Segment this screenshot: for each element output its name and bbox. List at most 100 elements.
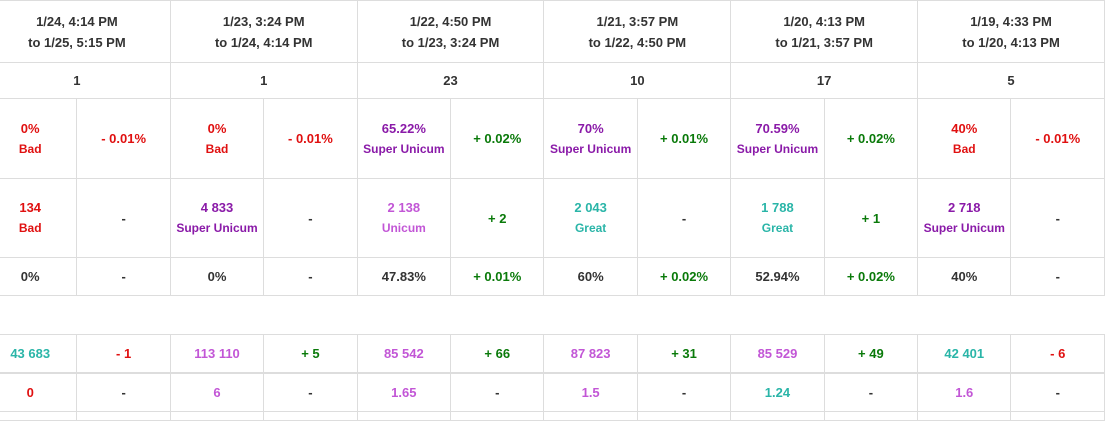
ratio-delta: - [308,385,313,400]
wn8-cell: 4 833 Super Unicum [169,178,265,258]
period-header: 1/19, 4:33 PM to 1/20, 4:13 PM [917,0,1105,63]
battles-value: 23 [443,73,458,88]
wn8-value: 2 718 [947,200,981,215]
wn8-delta-cell: + 2 [450,178,545,258]
survival-value: 0% [207,269,227,284]
battles-value: 5 [1007,73,1015,88]
winrate-rating-label: Super Unicum [736,141,819,156]
wn8-cell: 2 718 Super Unicum [917,178,1012,258]
winrate-value: 40% [951,120,978,136]
winrate-delta-cell: - 0.01% [1010,98,1105,179]
winrate-cell: 0% Bad [0,98,78,179]
wn8-cell: 2 138 Unicum [356,178,452,258]
total-value: 113 110 [194,346,240,361]
total-delta-cell: + 5 [263,334,358,374]
wn8-delta-cell: - [636,178,732,258]
battles-cell: 10 [543,62,732,99]
total-cell: 85 542 [356,334,452,374]
wn8-delta: + 1 [861,210,881,226]
ratio-cell: 1.24 [730,372,825,412]
winrate-delta: - 0.01% [1035,131,1081,146]
winrate-rating-label: Super Unicum [549,141,632,156]
cell [76,411,171,421]
cell [636,411,732,421]
total-delta: + 5 [301,346,320,361]
survival-value: 52.94% [755,269,800,284]
winrate-delta: + 0.01% [660,131,709,146]
ratio-value: 1.24 [764,385,791,400]
cell [0,411,78,421]
survival-value: 47.83% [381,269,426,284]
winrate-cell: 70% Super Unicum [543,98,638,179]
winrate-cell: 40% Bad [917,98,1012,179]
cell [917,411,1012,421]
period-header: 1/21, 3:57 PM to 1/22, 4:50 PM [543,0,732,63]
survival-delta-cell: - [76,257,171,296]
total-delta-cell: + 49 [823,334,919,374]
winrate-delta-cell: + 0.01% [636,98,732,179]
winrate-rating-label: Bad [18,141,42,156]
cell [823,411,919,421]
wn8-value: 2 138 [387,200,421,215]
survival-delta: + 0.02% [660,269,709,284]
wn8-cell: 1 788 Great [730,178,825,258]
ratio-value: 1.6 [955,385,974,400]
period-header: 1/20, 4:13 PM to 1/21, 3:57 PM [730,0,919,63]
total-value: 85 542 [383,346,424,361]
battles-cell: 17 [730,62,919,99]
wn8-cell: 134 Bad [0,178,78,258]
partial-row [0,411,1105,421]
battles-value: 10 [630,73,645,88]
period-to: to 1/20, 4:13 PM [962,34,1060,50]
period-header: 1/23, 3:24 PM to 1/24, 4:14 PM [169,0,358,63]
wn8-value: 1 788 [761,200,794,215]
total-cell: 113 110 [169,334,265,374]
ratio-delta: - [1055,385,1060,400]
survival-cell: 60% [543,257,638,296]
ratio-delta-cell: - [636,372,732,412]
period-from: 1/21, 3:57 PM [596,13,679,29]
period-to: to 1/25, 5:15 PM [28,34,126,50]
battles-value: 17 [816,73,832,88]
survival-cell: 47.83% [356,257,452,296]
total-cell: 87 823 [543,334,638,374]
wn8-rating-label: Great [761,221,794,235]
ratio-value: 1.65 [391,385,417,400]
battles-cell: 23 [356,62,545,99]
period-from: 1/23, 3:24 PM [222,13,305,29]
ratio-delta: - [868,385,874,400]
wn8-delta: - [308,210,313,226]
wn8-value: 134 [19,200,42,215]
period-header: 1/24, 4:14 PM to 1/25, 5:15 PM [0,0,171,63]
spacer [0,295,1105,335]
ratio-cell: 0 [0,372,78,412]
survival-delta: + 0.01% [473,269,522,284]
survival-delta-cell: - [263,257,358,296]
winrate-rating-label: Bad [205,141,229,156]
wn8-cell: 2 043 Great [543,178,638,258]
winrate-delta-cell: + 0.02% [823,98,919,179]
winrate-value: 65.22% [381,120,426,136]
survival-value: 60% [577,269,604,284]
winrate-cell: 65.22% Super Unicum [356,98,452,179]
ratio-cell: 6 [169,372,265,412]
period-to: to 1/24, 4:14 PM [214,34,313,50]
survival-delta: - [308,269,313,284]
wn8-delta-cell: - [76,178,171,258]
period-from: 1/20, 4:13 PM [783,13,865,29]
total-delta: + 66 [484,346,511,361]
winrate-delta-cell: - 0.01% [263,98,358,179]
cell [263,411,358,421]
survival-delta: - [121,269,126,284]
total-delta-cell: + 66 [450,334,545,374]
wn8-delta-cell: - [1010,178,1105,258]
winrate-value: 0% [20,120,40,136]
total-delta: - 1 [116,346,132,361]
total-delta: + 49 [858,346,884,361]
wn8-delta-cell: + 1 [823,178,919,258]
wn8-delta: - [681,210,687,226]
wn8-rating-label: Super Unicum [176,221,258,235]
ratio-value: 0 [26,385,34,400]
period-to: to 1/21, 3:57 PM [775,34,873,50]
